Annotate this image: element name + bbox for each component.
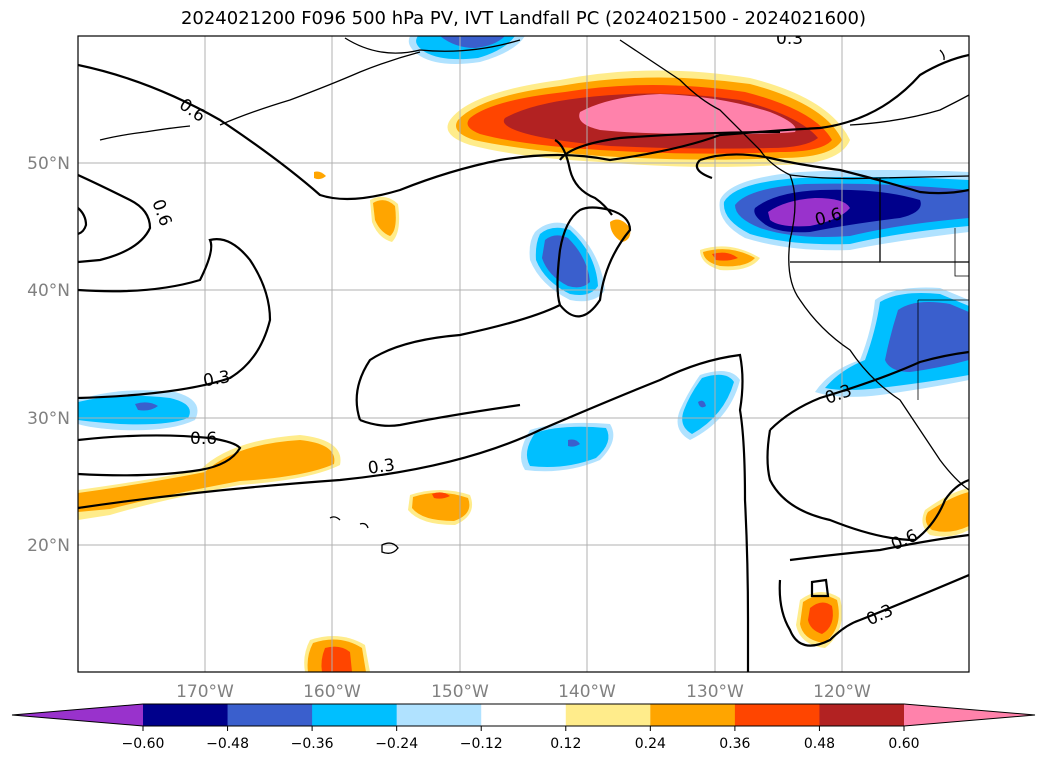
- colorbar-tick-label: 0.60: [888, 736, 919, 752]
- colorbar-segment: [143, 704, 229, 726]
- lon-label: 140°W: [558, 682, 616, 702]
- positive-anomaly-north: [447, 70, 850, 167]
- colorbar-tick-label: −0.12: [460, 736, 503, 752]
- border-lines: [917, 228, 969, 400]
- negative-anomaly-32n: [677, 371, 740, 440]
- colorbar-tick-label: 0.36: [719, 736, 750, 752]
- colorbar-segment: [396, 704, 482, 726]
- colorbar-tick-label: 0.24: [635, 736, 666, 752]
- colorbar-tick-label: −0.36: [291, 736, 334, 752]
- lon-label: 150°W: [431, 682, 489, 702]
- contour-label: 0.3: [202, 367, 232, 391]
- colorbar-segment: [481, 704, 567, 726]
- colorbar-segment: [734, 704, 820, 726]
- colorbar-segment: [565, 704, 651, 726]
- colorbar-segment: [227, 704, 313, 726]
- negative-anomaly-west-30n: [78, 390, 198, 431]
- lat-label: 20°N: [27, 536, 70, 556]
- colorbar-segment: [12, 704, 143, 726]
- plot-frame: [77, 35, 970, 673]
- lon-label: 130°W: [686, 682, 744, 702]
- colorbar-tick-label: 0.48: [804, 736, 835, 752]
- colorbar-tick-label: −0.60: [122, 736, 165, 752]
- contour-label: 0.3: [367, 455, 397, 479]
- colorbar-tick-label: 0.12: [550, 736, 581, 752]
- colorbar-tick-label: −0.48: [206, 736, 249, 752]
- graticule: [78, 36, 969, 672]
- lat-label: 50°N: [27, 154, 70, 174]
- plot-title: 2024021200 F096 500 hPa PV, IVT Landfall…: [180, 8, 867, 29]
- lon-label: 120°W: [813, 682, 871, 702]
- negative-anomaly-mid-42n: [529, 222, 605, 302]
- colorbar-segment: [819, 704, 905, 726]
- contour-label: 0.6: [190, 429, 217, 449]
- contour-label: 0.3: [776, 29, 803, 49]
- negative-anomaly-26n: [521, 422, 614, 472]
- pv-contours: [78, 53, 969, 672]
- colorbar-segment: [312, 704, 398, 726]
- positive-anomaly-small: [304, 171, 969, 672]
- colorbar-segment: [904, 704, 1035, 726]
- lat-label: 30°N: [27, 409, 70, 429]
- lat-axis: 50°N 40°N 30°N 20°N: [27, 154, 70, 556]
- lon-label: 170°W: [176, 682, 234, 702]
- colorbar-tick-label: −0.24: [375, 736, 418, 752]
- colorbar-segment: [650, 704, 736, 726]
- lon-label: 160°W: [303, 682, 361, 702]
- shaded-fields: 0.6 0.6 0.3 0.6 0.3 0.3 0.6 0.6 0.3 0.3: [78, 29, 969, 672]
- lat-label: 40°N: [27, 281, 70, 301]
- lon-axis: 170°W 160°W 150°W 140°W 130°W 120°W: [176, 682, 871, 702]
- coastline: [99, 37, 969, 554]
- colorbar: −0.60 −0.48 −0.36 −0.24 −0.12 0.12 0.24 0.36 0.4…: [11, 703, 1036, 752]
